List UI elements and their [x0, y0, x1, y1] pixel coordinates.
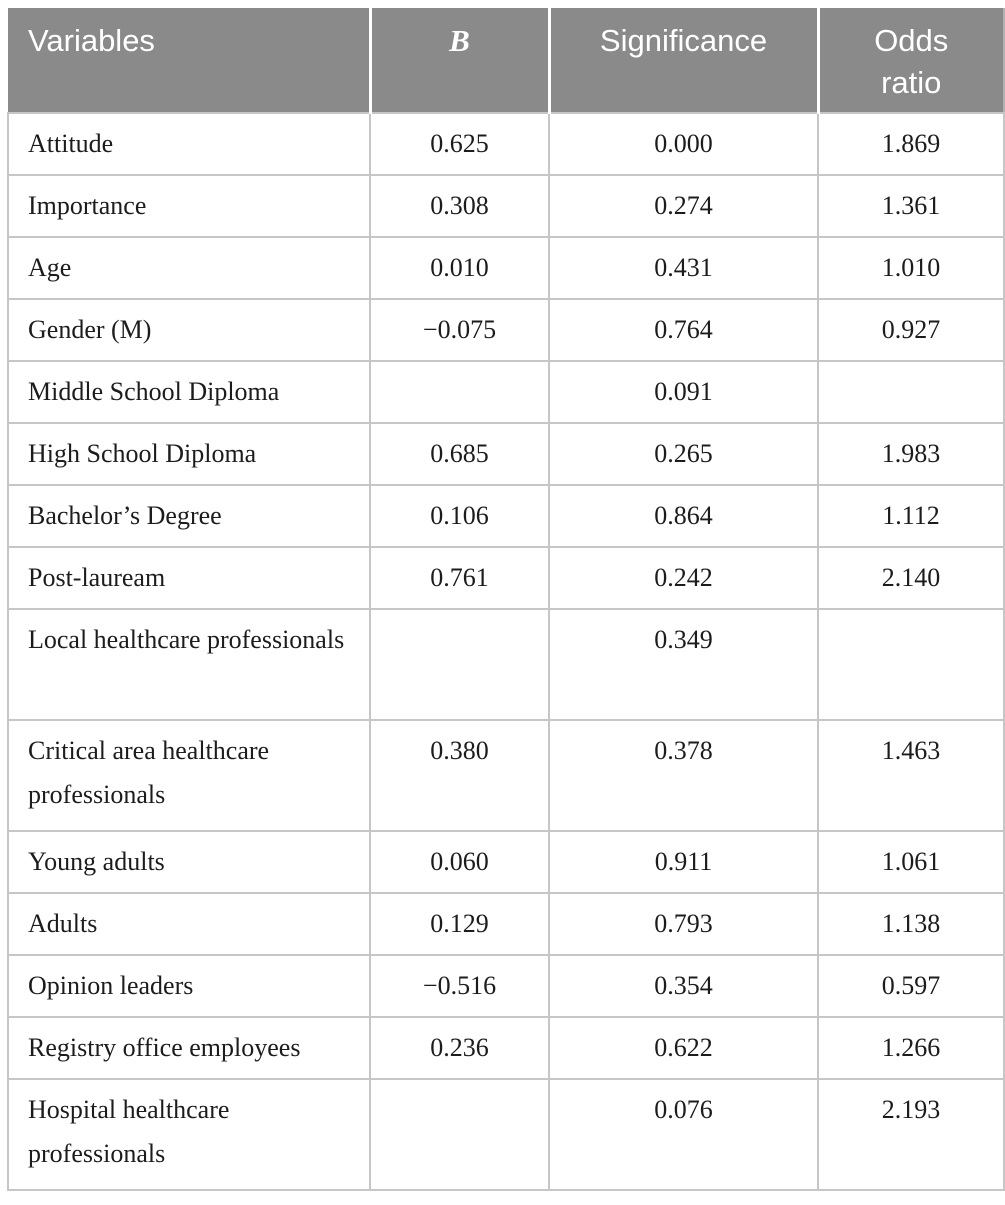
table-row: Local healthcare professionals 0.349	[7, 608, 1005, 721]
cell-significance: 0.091	[548, 360, 819, 424]
cell-odds: 1.266	[817, 1016, 1005, 1080]
cell-odds: 1.061	[817, 830, 1005, 894]
cell-b: 0.761	[369, 546, 550, 610]
cell-significance: 0.378	[548, 719, 819, 832]
cell-variable: High School Diploma	[7, 422, 371, 486]
table-row: Adults 0.129 0.793 1.138	[7, 892, 1005, 956]
cell-variable: Attitude	[7, 112, 371, 176]
cell-odds: 0.597	[817, 954, 1005, 1018]
cell-b: −0.516	[369, 954, 550, 1018]
table-row: Opinion leaders −0.516 0.354 0.597	[7, 954, 1005, 1018]
cell-significance: 0.274	[548, 174, 819, 238]
table-row: Middle School Diploma 0.091	[7, 360, 1005, 424]
cell-odds: 1.138	[817, 892, 1005, 956]
odds-ratio-label: Odds ratio	[874, 23, 949, 100]
column-header-significance: Significance	[547, 8, 818, 113]
column-header-variables: Variables	[8, 8, 370, 113]
cell-b: 0.129	[369, 892, 550, 956]
cell-significance: 0.911	[548, 830, 819, 894]
table-row: High School Diploma 0.685 0.265 1.983	[7, 422, 1005, 486]
cell-significance: 0.764	[548, 298, 819, 362]
cell-variable: Gender (M)	[7, 298, 371, 362]
cell-b	[369, 608, 550, 721]
cell-variable: Middle School Diploma	[7, 360, 371, 424]
cell-odds: 1.983	[817, 422, 1005, 486]
results-table-container: Variables B Significance Odds ratio Atti…	[7, 8, 1005, 1191]
table-row: Young adults 0.060 0.911 1.061	[7, 830, 1005, 894]
cell-significance: 0.864	[548, 484, 819, 548]
cell-b	[369, 1078, 550, 1191]
header-row: Variables B Significance Odds ratio	[8, 8, 1004, 113]
cell-variable: Bachelor’s Degree	[7, 484, 371, 548]
cell-significance: 0.431	[548, 236, 819, 300]
cell-variable: Critical area healthcare professionals	[7, 719, 371, 832]
cell-variable: Hospital healthcare professionals	[7, 1078, 371, 1191]
cell-b: 0.236	[369, 1016, 550, 1080]
cell-variable: Post-lauream	[7, 546, 371, 610]
cell-b: −0.075	[369, 298, 550, 362]
cell-variable: Registry office employees	[7, 1016, 371, 1080]
cell-odds: 1.463	[817, 719, 1005, 832]
table-row: Hospital healthcare professionals 0.076 …	[7, 1078, 1005, 1191]
cell-significance: 0.242	[548, 546, 819, 610]
table-row: Critical area healthcare professionals 0…	[7, 719, 1005, 832]
cell-variable: Adults	[7, 892, 371, 956]
cell-odds	[817, 360, 1005, 424]
cell-odds: 1.869	[817, 112, 1005, 176]
cell-b: 0.010	[369, 236, 550, 300]
column-header-b: B	[368, 8, 549, 113]
cell-significance: 0.354	[548, 954, 819, 1018]
cell-b	[369, 360, 550, 424]
cell-odds: 1.010	[817, 236, 1005, 300]
cell-odds	[817, 608, 1005, 721]
table-row: Importance 0.308 0.274 1.361	[7, 174, 1005, 238]
table-row: Attitude 0.625 0.000 1.869	[7, 112, 1005, 176]
cell-significance: 0.076	[548, 1078, 819, 1191]
cell-variable: Opinion leaders	[7, 954, 371, 1018]
cell-significance: 0.000	[548, 112, 819, 176]
table-row: Post-lauream 0.761 0.242 2.140	[7, 546, 1005, 610]
cell-significance: 0.349	[548, 608, 819, 721]
cell-significance: 0.793	[548, 892, 819, 956]
cell-odds: 2.193	[817, 1078, 1005, 1191]
cell-b: 0.060	[369, 830, 550, 894]
cell-b: 0.685	[369, 422, 550, 486]
cell-odds: 0.927	[817, 298, 1005, 362]
results-table: Variables B Significance Odds ratio Atti…	[7, 8, 1005, 1191]
table-row: Age 0.010 0.431 1.010	[7, 236, 1005, 300]
cell-odds: 2.140	[817, 546, 1005, 610]
cell-b: 0.308	[369, 174, 550, 238]
cell-variable: Importance	[7, 174, 371, 238]
table-row: Registry office employees 0.236 0.622 1.…	[7, 1016, 1005, 1080]
cell-variable: Age	[7, 236, 371, 300]
cell-variable: Local healthcare professionals	[7, 608, 371, 721]
cell-odds: 1.112	[817, 484, 1005, 548]
cell-b: 0.625	[369, 112, 550, 176]
column-header-odds-ratio: Odds ratio	[816, 8, 1004, 113]
cell-b: 0.106	[369, 484, 550, 548]
cell-variable: Young adults	[7, 830, 371, 894]
cell-significance: 0.265	[548, 422, 819, 486]
table-row: Gender (M) −0.075 0.764 0.927	[7, 298, 1005, 362]
cell-significance: 0.622	[548, 1016, 819, 1080]
cell-b: 0.380	[369, 719, 550, 832]
cell-odds: 1.361	[817, 174, 1005, 238]
table-row: Bachelor’s Degree 0.106 0.864 1.112	[7, 484, 1005, 548]
